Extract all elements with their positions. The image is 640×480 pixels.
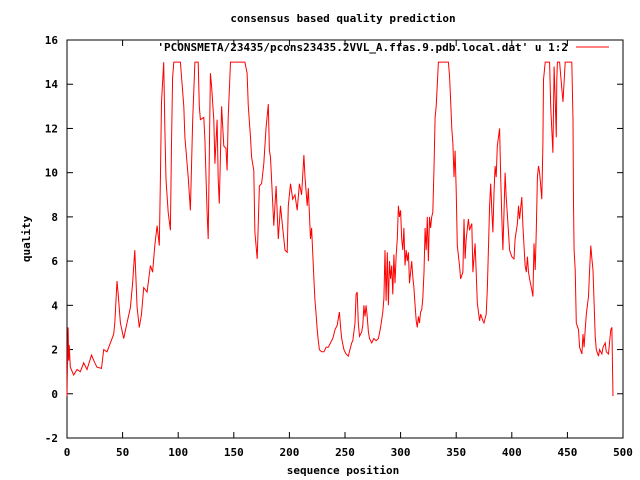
y-tick-label: 0 bbox=[51, 388, 58, 401]
x-tick-label: 400 bbox=[502, 446, 522, 459]
x-tick-label: 450 bbox=[557, 446, 577, 459]
y-tick-label: 6 bbox=[51, 255, 58, 268]
x-tick-label: 150 bbox=[224, 446, 244, 459]
chart-title: consensus based quality prediction bbox=[230, 12, 455, 25]
plot-frame bbox=[66, 39, 624, 439]
series-line bbox=[66, 61, 614, 397]
legend: 'PCONSMETA/23435/pcons23435.2VVL_A.ffas.… bbox=[157, 41, 609, 54]
x-tick-label: 200 bbox=[279, 446, 299, 459]
x-tick-label: 500 bbox=[613, 446, 633, 459]
axis-ticks: 0 50 100 150 200 250 300 350 400 450 500 -2 0 2 4 6 8 10 1… bbox=[45, 34, 633, 459]
y-tick-label: 16 bbox=[45, 34, 59, 47]
x-tick-label: 0 bbox=[64, 446, 71, 459]
x-tick-label: 300 bbox=[391, 446, 411, 459]
x-axis-label: sequence position bbox=[287, 464, 400, 477]
y-tick-label: 2 bbox=[51, 344, 58, 357]
y-tick-label: 10 bbox=[45, 167, 58, 180]
y-tick-label: -2 bbox=[45, 432, 58, 445]
x-tick-label: 350 bbox=[446, 446, 466, 459]
x-tick-label: 250 bbox=[335, 446, 355, 459]
y-axis-label: quality bbox=[20, 215, 33, 262]
legend-label: 'PCONSMETA/23435/pcons23435.2VVL_A.ffas.… bbox=[157, 41, 568, 54]
y-tick-label: 12 bbox=[45, 122, 58, 135]
x-tick-label: 100 bbox=[168, 446, 188, 459]
x-tick-label: 50 bbox=[116, 446, 129, 459]
y-tick-label: 14 bbox=[45, 78, 59, 91]
y-tick-label: 4 bbox=[51, 299, 58, 312]
y-tick-label: 8 bbox=[51, 211, 58, 224]
